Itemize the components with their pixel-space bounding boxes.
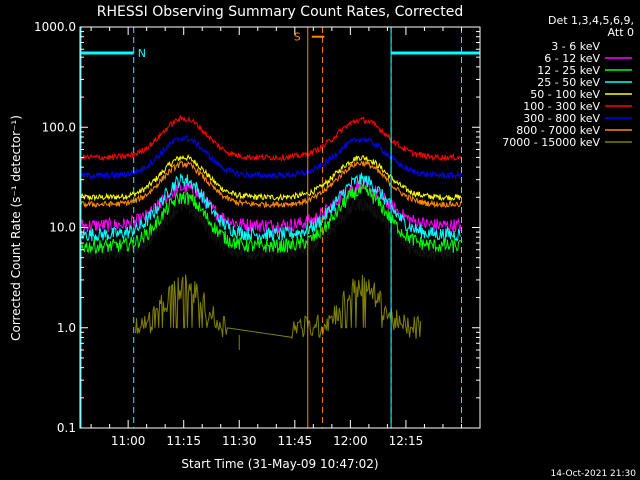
series-line xyxy=(79,153,462,202)
chart-title: RHESSI Observing Summary Count Rates, Co… xyxy=(97,4,463,20)
night-label: N xyxy=(138,47,146,60)
series-line xyxy=(79,134,462,181)
saa-label: S xyxy=(294,31,301,44)
legend-header: Det 1,3,4,5,6,9, xyxy=(548,14,634,27)
x-tick-label: 12:00 xyxy=(333,434,368,448)
y-tick-label: 1.0 xyxy=(57,321,76,335)
x-tick-label: 11:00 xyxy=(111,434,146,448)
legend-entry-label: 100 - 300 keV xyxy=(523,100,600,113)
series-line xyxy=(79,159,462,209)
legend-entry-label: 6 - 12 keV xyxy=(544,52,600,65)
legend-entry-label: 800 - 7000 keV xyxy=(516,124,600,137)
series-line xyxy=(79,172,462,244)
legend-entry-label: 300 - 800 keV xyxy=(523,112,600,125)
x-tick-label: 11:45 xyxy=(278,434,313,448)
legend-entry-label: 7000 - 15000 keV xyxy=(502,136,600,149)
y-tick-label: 10.0 xyxy=(49,221,76,235)
annotation-layer: NS xyxy=(80,27,480,428)
legend-entry-label: 25 - 50 keV xyxy=(537,76,600,89)
y-tick-label: 100.0 xyxy=(42,120,76,134)
x-axis-label: Start Time (31-May-09 10:47:02) xyxy=(181,457,378,471)
series-line xyxy=(135,274,422,340)
legend-entry-label: 12 - 25 keV xyxy=(537,64,600,77)
x-tick-label: 12:15 xyxy=(389,434,424,448)
x-tick-label: 11:15 xyxy=(166,434,201,448)
x-tick-label: 11:30 xyxy=(222,434,257,448)
data-layer xyxy=(79,115,462,350)
y-axis-label: Corrected Count Rate (s⁻¹ detector⁻¹) xyxy=(9,115,23,341)
series-line xyxy=(79,183,462,255)
axis-layer: 0.1 1.0 10.0 100.0 1000.0 11:00 11:15 11:30 11:4… xyxy=(34,20,481,448)
legend-header: Att 0 xyxy=(608,26,634,39)
legend-entry-label: 50 - 100 keV xyxy=(530,88,600,101)
legend-entry-label: 3 - 6 keV xyxy=(551,40,600,53)
series-line xyxy=(79,115,462,162)
series-line xyxy=(79,178,462,234)
y-tick-label: 0.1 xyxy=(57,421,76,435)
footer-timestamp: 14-Oct-2021 21:30 xyxy=(551,469,637,479)
y-tick-label: 1000.0 xyxy=(34,20,76,34)
